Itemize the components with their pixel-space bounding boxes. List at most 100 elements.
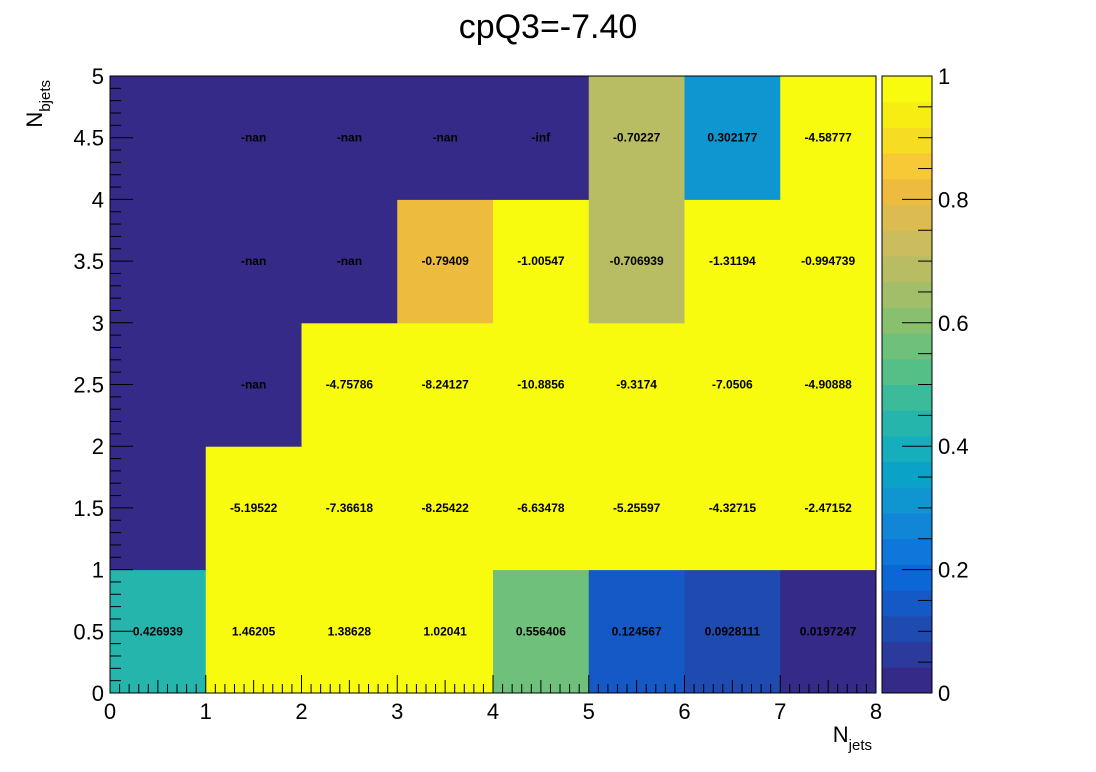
cell-value-label: -0.79409 [421, 254, 469, 268]
heatmap-cell [205, 199, 302, 324]
heatmap-cell [301, 569, 398, 694]
cell-value-label: -nan [337, 131, 362, 145]
x-axis-title: Njets [833, 722, 872, 754]
x-tick-label: 8 [870, 699, 882, 724]
palette-band [882, 153, 932, 180]
heatmap-cell [397, 569, 494, 694]
heatmap-cell [684, 446, 781, 571]
chart-title: cpQ3=-7.40 [459, 8, 638, 46]
y-tick-label: 4.5 [73, 126, 104, 151]
y-axis-title-main: N [22, 112, 47, 128]
x-tick-label: 0 [104, 699, 116, 724]
y-axis-title-sub: bjets [37, 80, 54, 112]
cell-value-label: 1.38628 [328, 624, 372, 638]
palette-band [882, 410, 932, 437]
heatmap-cell [493, 569, 590, 694]
y-tick-label: 0 [92, 681, 104, 706]
cell-value-label: -5.19522 [230, 501, 278, 515]
heatmap-cell [397, 199, 494, 324]
cell-value-label: -1.31194 [709, 254, 756, 268]
heatmap-cell [493, 446, 590, 571]
palette-tick-label: 1 [938, 64, 950, 89]
palette-band [882, 101, 932, 128]
heatmap-cell [493, 199, 590, 324]
palette-band [882, 127, 932, 154]
heatmap-cell [205, 322, 302, 447]
heatmap-cell [684, 322, 781, 447]
y-tick-label: 1 [92, 558, 104, 583]
y-tick-label: 3.5 [73, 249, 104, 274]
cell-value-label: -nan [337, 254, 362, 268]
cell-value-label: -4.32715 [709, 501, 757, 515]
heatmap-cell [588, 76, 685, 200]
cell-value-label: -7.0506 [712, 378, 753, 392]
x-tick-label: 6 [678, 699, 690, 724]
axes: 0 1 2 3 4 5 6 7 8 0 0.5 1 1.5 2 2.5 3 3.5 4 4.5 5 [73, 64, 882, 724]
palette-band [882, 435, 932, 463]
heatmap-cells [110, 76, 877, 694]
color-palette: 0 0.2 0.4 0.6 0.8 1 [881, 64, 969, 706]
heatmap-cell [684, 76, 781, 200]
cell-value-label: -nan [241, 254, 266, 268]
cell-value-label: -9.3174 [616, 378, 657, 392]
cell-value-label: -4.90888 [804, 378, 852, 392]
heatmap-cell [301, 446, 398, 571]
heatmap-cell [780, 446, 877, 571]
heatmap-cell [780, 569, 877, 694]
cell-value-label: -4.75786 [326, 378, 374, 392]
y-tick-label: 2.5 [73, 373, 104, 398]
cell-value-label: -10.8856 [517, 378, 565, 392]
palette-band [882, 204, 932, 231]
y-axis-title: Nbjets [22, 80, 54, 128]
heatmap-cell [205, 569, 302, 694]
heatmap-cell [397, 322, 494, 447]
heatmap-cell [205, 446, 302, 571]
cell-value-label: 0.124567 [612, 624, 662, 638]
heatmap-cell [205, 76, 302, 200]
cell-value-label: -4.58777 [804, 131, 852, 145]
heatmap-cell [301, 322, 398, 447]
palette-tick-label: 0.2 [938, 558, 969, 583]
cell-value-label: -nan [432, 131, 457, 145]
y-tick-label: 4 [92, 187, 104, 212]
palette-band [882, 307, 932, 334]
heatmap-cell [780, 322, 877, 447]
cell-value-label: -8.25422 [421, 501, 469, 515]
cell-value-label: -nan [241, 131, 266, 145]
heatmap-cell [780, 199, 877, 324]
cell-value-label: 0.556406 [516, 624, 566, 638]
cell-value-label: -1.00547 [517, 254, 565, 268]
cell-value-label: -inf [532, 131, 552, 145]
x-tick-label: 4 [487, 699, 499, 724]
heatmap-cell [397, 446, 494, 571]
heatmap-cell [588, 569, 685, 694]
palette-band [882, 513, 932, 540]
heatmap-cell [301, 76, 398, 200]
y-tick-label: 3 [92, 311, 104, 336]
palette-band [882, 384, 932, 411]
y-tick-label: 5 [92, 64, 104, 89]
y-tick-label: 0.5 [73, 619, 104, 644]
heatmap-cell [684, 569, 781, 694]
heatmap-cell [588, 199, 685, 324]
palette-tick-label: 0.6 [938, 311, 969, 336]
cell-value-label: -2.47152 [804, 501, 852, 515]
palette-band [882, 564, 932, 591]
x-axis-title-main: N [833, 722, 849, 747]
axis-titles: Njets Nbjets [22, 80, 872, 754]
x-tick-label: 1 [200, 699, 212, 724]
palette-band [882, 230, 932, 257]
cell-value-label: 0.0197247 [800, 624, 857, 638]
cell-value-label: 0.426939 [133, 624, 183, 638]
y-tick-label: 1.5 [73, 496, 104, 521]
palette-tick-label: 0.4 [938, 434, 969, 459]
x-tick-label: 7 [774, 699, 786, 724]
cell-value-label: -0.70227 [613, 131, 661, 145]
palette-band [882, 178, 932, 206]
cell-value-label: 1.46205 [232, 624, 276, 638]
heatmap-cell [397, 76, 494, 200]
x-tick-label: 3 [391, 699, 403, 724]
palette-band [882, 333, 932, 360]
palette-band [882, 461, 932, 488]
